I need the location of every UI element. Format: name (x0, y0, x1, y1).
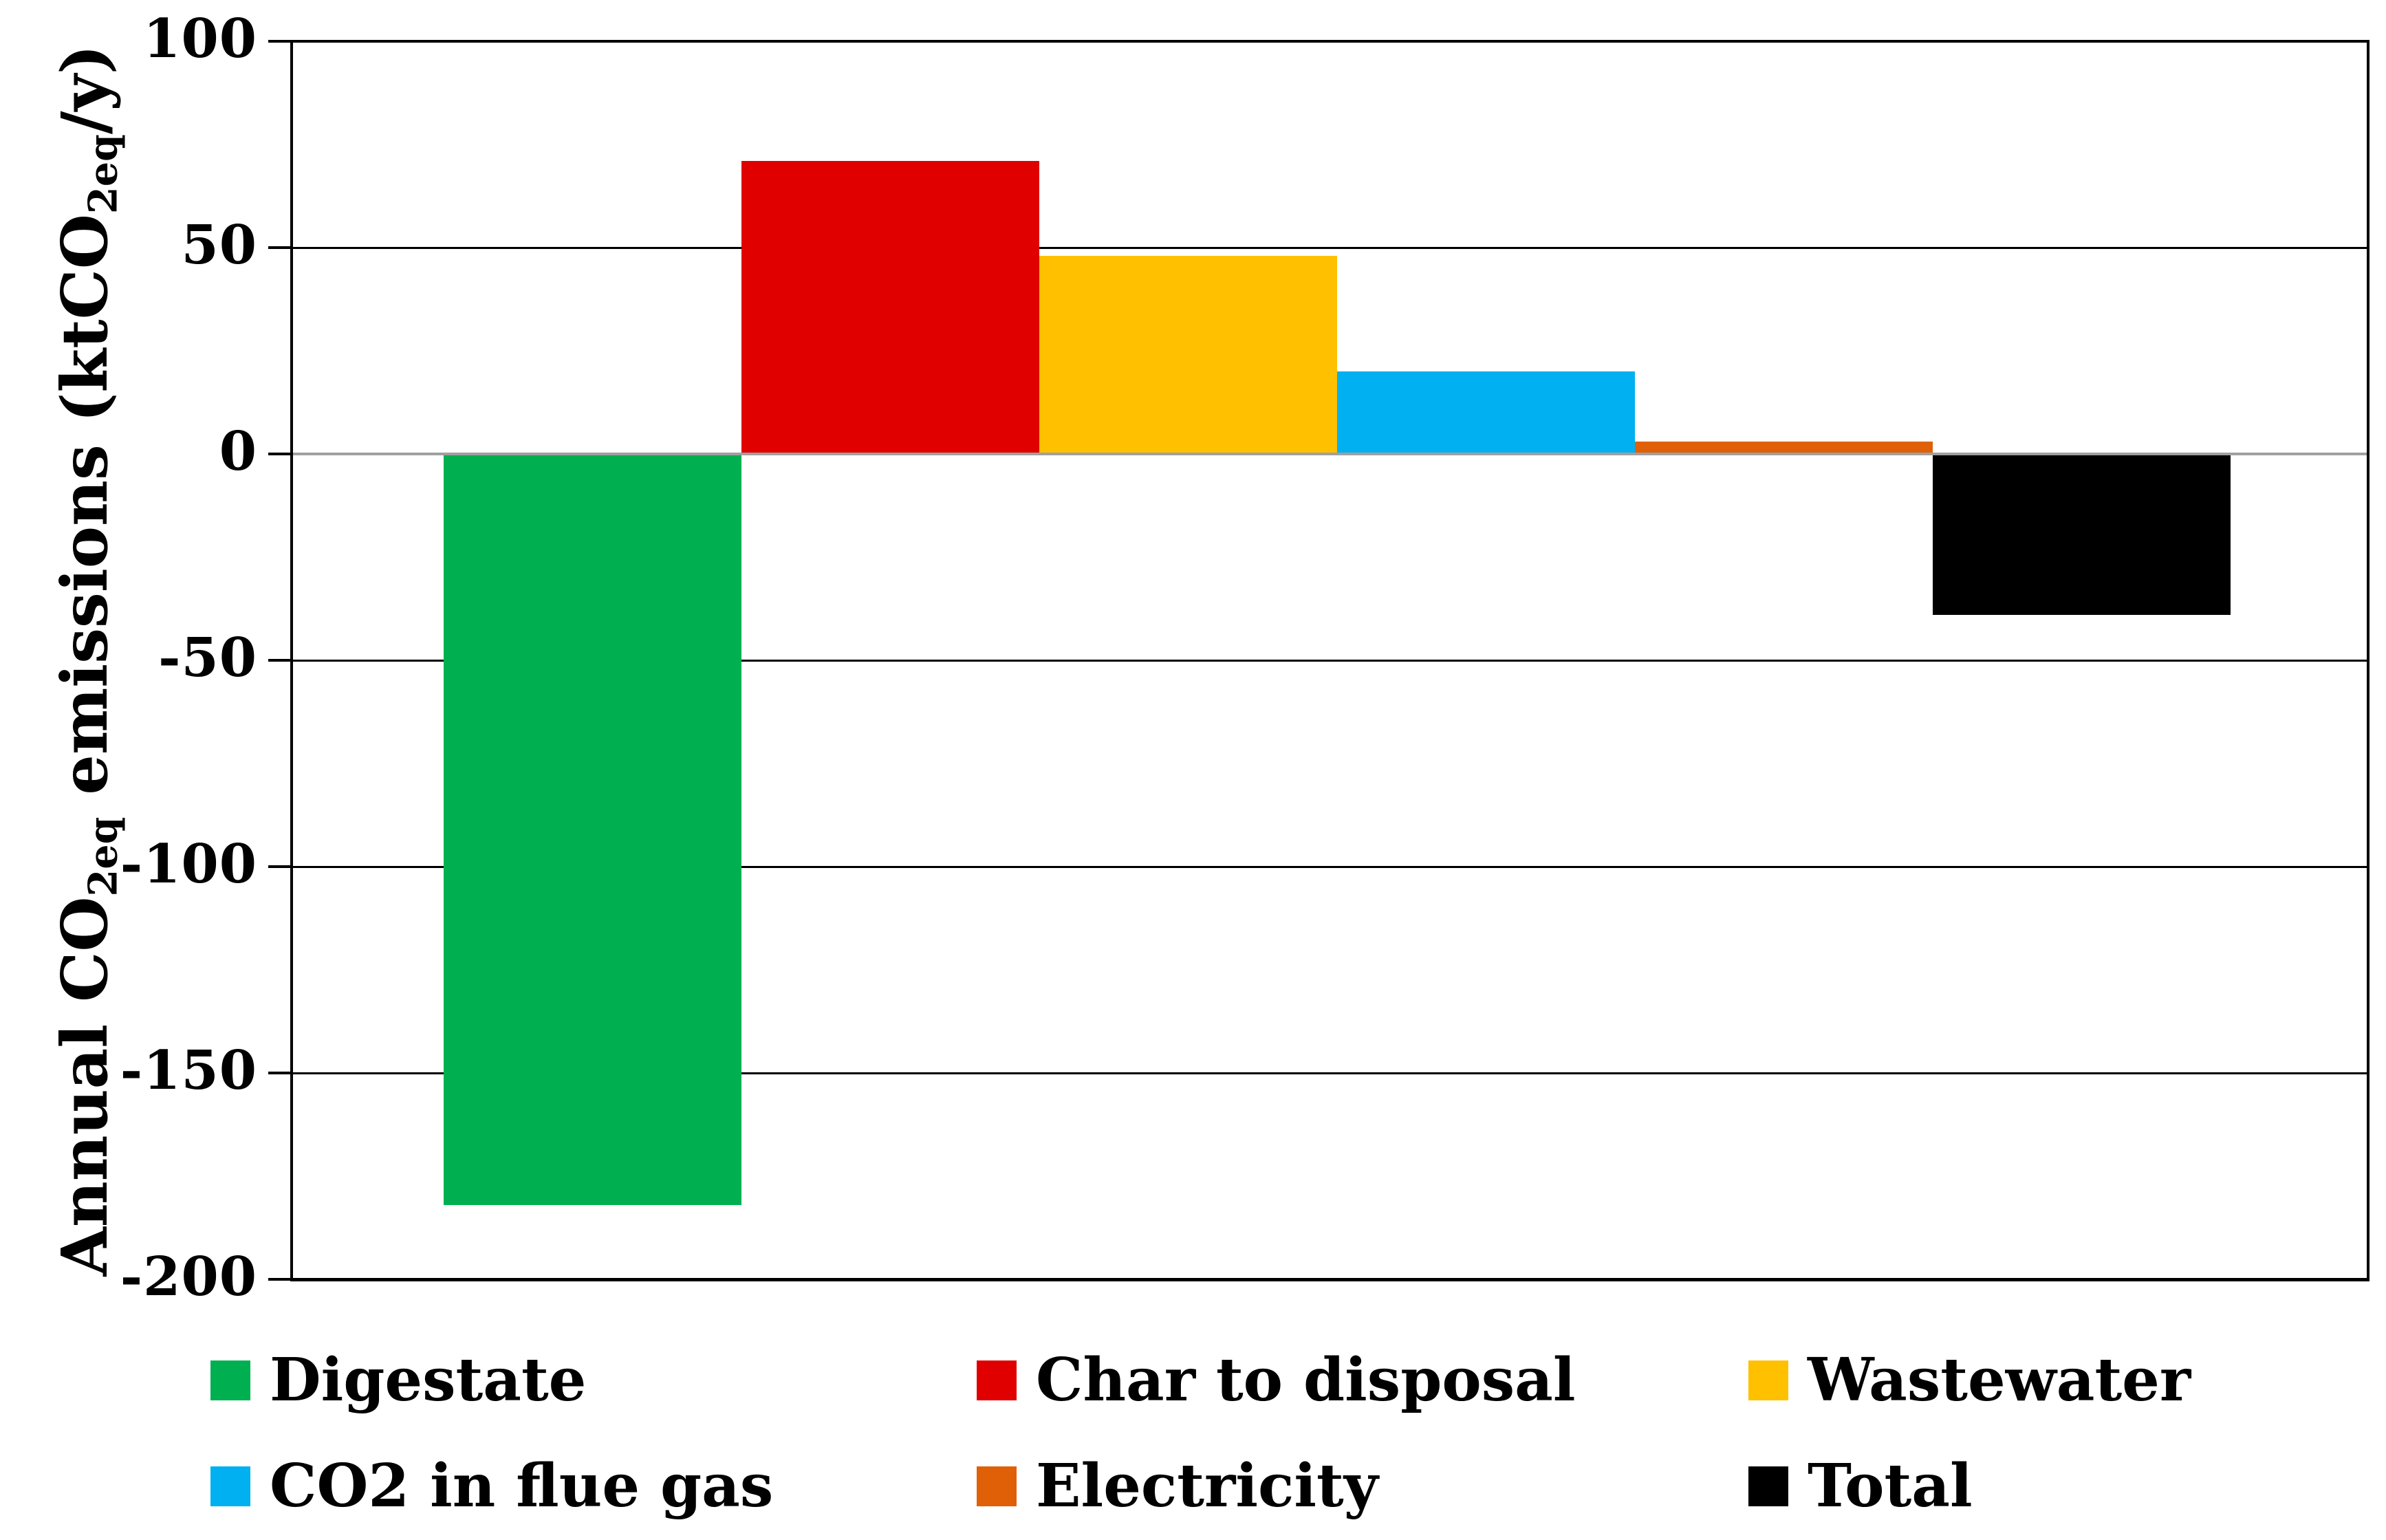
bar-wastewater (1039, 256, 1337, 454)
zero-gridline (290, 453, 2369, 455)
y-axis-title-segment: Annual CO (47, 896, 122, 1277)
legend-marker-char-to-disposal (977, 1360, 1017, 1400)
legend-item-char-to-disposal: Char to disposal (977, 1349, 1576, 1411)
legend-marker-digestate (210, 1360, 250, 1400)
y-axis-title-segment: /y) (47, 44, 122, 135)
legend-item-digestate: Digestate (210, 1349, 586, 1411)
bar-char-to-disposal (741, 161, 1039, 454)
legend-label-total: Total (1808, 1451, 1973, 1521)
legend-item-co2-in-flue-gas: CO2 in flue gas (210, 1455, 773, 1517)
y-axis-tick-50 (268, 246, 292, 249)
y-axis-title-subscript: 2eq (80, 134, 127, 214)
gridline--150 (290, 1072, 2369, 1074)
legend-label-electricity: Electricity (1036, 1451, 1378, 1521)
y-axis-tick-0 (268, 453, 292, 455)
y-axis-tick--100 (268, 865, 292, 868)
legend-item-total: Total (1748, 1455, 1973, 1517)
legend-marker-co2-in-flue-gas (210, 1466, 250, 1506)
legend-label-digestate: Digestate (270, 1345, 587, 1415)
bar-total (1933, 454, 2231, 615)
y-axis-title-subscript: 2eq (80, 816, 127, 897)
gridline--100 (290, 866, 2369, 868)
bar-electricity (1635, 442, 1933, 454)
y-axis-tick-label--200: -200 (120, 1245, 257, 1308)
gridline--50 (290, 660, 2369, 662)
y-axis-tick-label--50: -50 (158, 626, 257, 689)
y-axis-tick--200 (268, 1278, 292, 1281)
legend-item-electricity: Electricity (977, 1455, 1378, 1517)
legend-label-wastewater: Wastewater (1808, 1345, 2191, 1415)
y-axis-tick-label-0: 0 (219, 420, 257, 483)
y-axis-title-segment: emissions (ktCO (47, 213, 122, 817)
bar-co2-in-flue-gas (1337, 371, 1635, 454)
y-axis-tick-label-50: 50 (181, 213, 257, 276)
y-axis-tick-100 (268, 40, 292, 43)
bar-digestate (444, 454, 741, 1205)
y-axis-tick--150 (268, 1072, 292, 1074)
legend-item-wastewater: Wastewater (1748, 1349, 2191, 1411)
legend-label-co2-in-flue-gas: CO2 in flue gas (270, 1451, 774, 1521)
y-axis-tick-label--150: -150 (120, 1039, 257, 1102)
legend-label-char-to-disposal: Char to disposal (1036, 1345, 1576, 1415)
y-axis-title: Annual CO2eq emissions (ktCO2eq/y) (47, 44, 126, 1277)
legend-marker-total (1748, 1466, 1788, 1506)
legend-marker-electricity (977, 1466, 1017, 1506)
y-axis-tick--50 (268, 659, 292, 662)
y-axis-tick-label--100: -100 (120, 832, 257, 896)
legend-marker-wastewater (1748, 1360, 1788, 1400)
y-axis-tick-label-100: 100 (143, 7, 257, 70)
gridline-50 (290, 247, 2369, 249)
